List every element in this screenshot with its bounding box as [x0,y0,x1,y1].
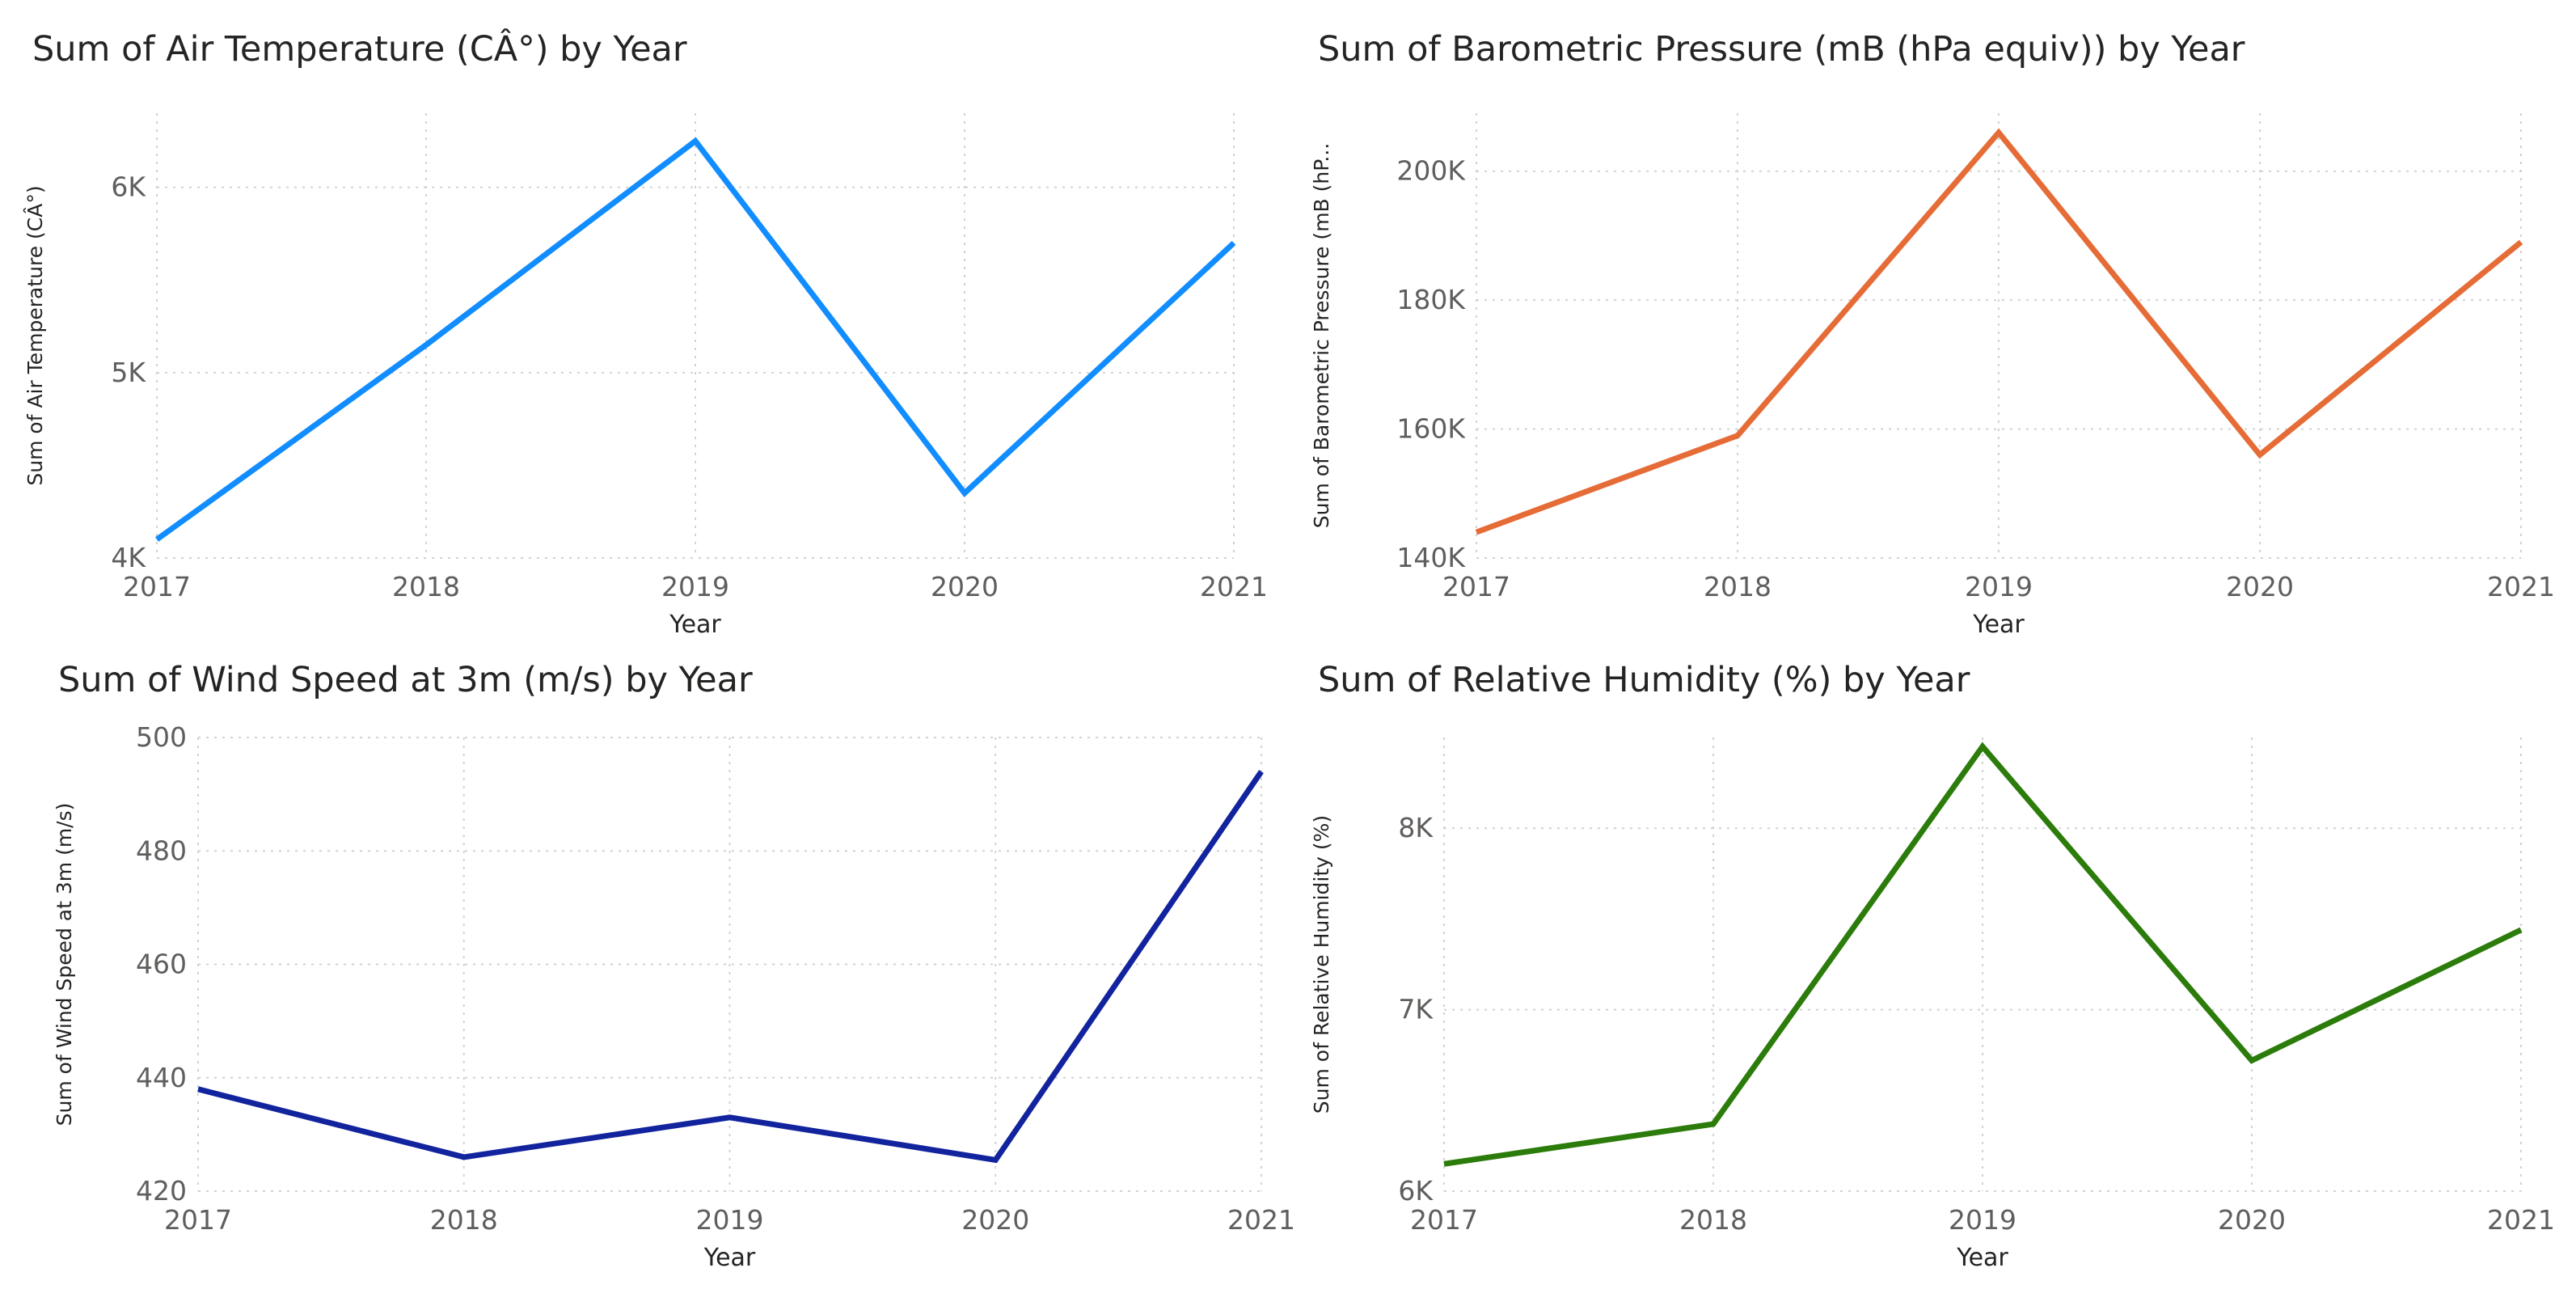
relative-humidity-data-point[interactable] [1705,1116,1721,1132]
barometric-pressure-series-line[interactable] [1475,128,2523,535]
air-temperature-data-point[interactable] [418,336,434,353]
air-temperature-data-point[interactable] [687,133,703,149]
wind-speed-y-tick-label: 460 [136,949,187,980]
barometric-pressure-chart-title: Sum of Barometric Pressure (mB (hPa equi… [1318,29,2245,70]
barometric-pressure-x-axis-title: Year [1972,611,2025,639]
air-temperature-x-tick-label: 2020 [931,571,999,602]
wind-speed-y-tick-label: 440 [136,1062,187,1093]
relative-humidity-data-point[interactable] [1974,738,1991,754]
relative-humidity-y-tick-label: 6K [1398,1175,1434,1207]
wind-speed-y-tick-label: 500 [136,721,187,753]
air-temperature-x-tick-label: 2019 [661,571,729,602]
barometric-pressure-data-point[interactable] [1729,428,1746,444]
wind-speed-data-point[interactable] [1253,763,1269,780]
air-temperature-y-axis-title: Sum of Air Temperature (CÂ°) [23,185,47,485]
barometric-pressure-y-tick-label: 200K [1396,155,1466,187]
relative-humidity-data-point[interactable] [2513,922,2529,938]
wind-speed-chart-title: Sum of Wind Speed at 3m (m/s) by Year [58,660,753,700]
relative-humidity-series-line[interactable] [1443,742,2523,1167]
air-temperature-data-point[interactable] [1226,235,1242,251]
wind-speed-x-tick-label: 2021 [1227,1204,1295,1236]
wind-speed-data-point[interactable] [987,1152,1003,1168]
relative-humidity-y-tick-label: 7K [1398,994,1434,1025]
barometric-pressure-data-point[interactable] [2513,234,2529,250]
barometric-pressure-data-point[interactable] [2252,446,2268,463]
relative-humidity-x-tick-label: 2017 [1410,1204,1478,1236]
wind-speed-x-tick-label: 2020 [961,1204,1029,1236]
wind-speed-series-line[interactable] [197,770,1264,1164]
barometric-pressure-y-axis-title: Sum of Barometric Pressure (mB (hP... [1310,143,1333,529]
relative-humidity-x-tick-label: 2020 [2218,1204,2286,1236]
wind-speed-x-axis-title: Year [703,1244,756,1272]
wind-speed-x-tick-label: 2017 [164,1204,232,1236]
wind-speed-data-point[interactable] [456,1149,472,1165]
relative-humidity-y-axis-title: Sum of Relative Humidity (%) [1310,815,1333,1114]
air-temperature-chart-title: Sum of Air Temperature (CÂ°) by Year [32,28,687,70]
air-temperature-y-tick-label: 4K [111,542,146,573]
relative-humidity-data-point[interactable] [2244,1052,2260,1068]
air-temperature-series-line[interactable] [154,137,1236,542]
wind-speed-y-axis-title: Sum of Wind Speed at 3m (m/s) [53,803,76,1126]
relative-humidity-chart-title: Sum of Relative Humidity (%) by Year [1318,660,1970,700]
barometric-pressure-x-tick-label: 2018 [1704,571,1772,602]
air-temperature-x-tick-label: 2017 [123,571,191,602]
barometric-pressure-x-tick-label: 2021 [2487,571,2555,602]
relative-humidity-y-tick-label: 8K [1398,812,1434,843]
relative-humidity-x-tick-label: 2019 [1949,1204,2016,1236]
air-temperature-chart: Sum of Air Temperature (CÂ°) by Year 4K 5K… [23,28,1268,639]
relative-humidity-data-point[interactable] [1436,1156,1452,1172]
relative-humidity-x-axis-title: Year [1956,1244,2008,1272]
barometric-pressure-y-tick-label: 140K [1396,542,1466,573]
barometric-pressure-x-tick-label: 2019 [1965,571,2033,602]
air-temperature-x-tick-label: 2018 [392,571,460,602]
air-temperature-y-tick-label: 6K [111,171,146,203]
barometric-pressure-x-tick-label: 2020 [2226,571,2294,602]
wind-speed-x-tick-label: 2019 [696,1204,764,1236]
relative-humidity-x-tick-label: 2021 [2487,1204,2555,1236]
wind-speed-x-tick-label: 2018 [430,1204,498,1236]
air-temperature-x-axis-title: Year [669,611,721,639]
air-temperature-y-tick-label: 5K [111,357,146,388]
barometric-pressure-y-tick-label: 180K [1396,284,1466,315]
wind-speed-y-tick-label: 480 [136,835,187,866]
relative-humidity-chart: Sum of Relative Humidity (%) by Year 6K 7K… [1310,660,2555,1272]
wind-speed-y-tick-label: 420 [136,1175,187,1207]
air-temperature-data-point[interactable] [956,485,973,501]
wind-speed-chart: Sum of Wind Speed at 3m (m/s) by Year 420… [53,660,1295,1272]
wind-speed-data-point[interactable] [722,1109,738,1126]
air-temperature-x-tick-label: 2021 [1200,571,1268,602]
air-temperature-data-point[interactable] [149,531,165,547]
barometric-pressure-data-point[interactable] [1468,524,1484,540]
barometric-pressure-y-tick-label: 160K [1396,413,1466,445]
barometric-pressure-x-tick-label: 2017 [1442,571,1510,602]
barometric-pressure-data-point[interactable] [1991,125,2007,141]
wind-speed-data-point[interactable] [190,1081,206,1097]
barometric-pressure-chart: Sum of Barometric Pressure (mB (hPa equi… [1310,29,2555,639]
relative-humidity-x-tick-label: 2018 [1679,1204,1747,1236]
